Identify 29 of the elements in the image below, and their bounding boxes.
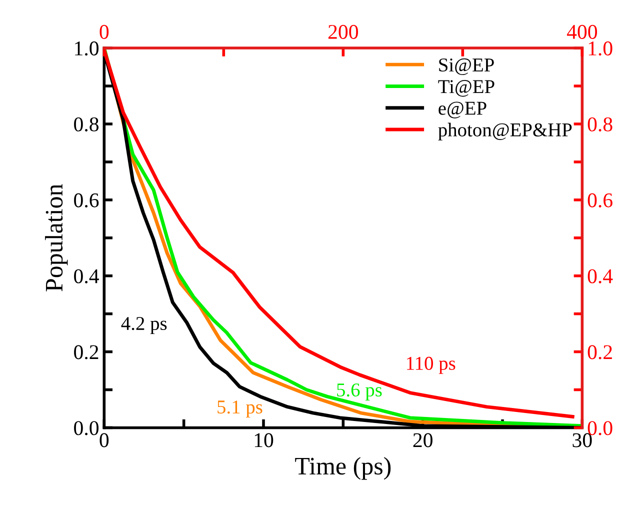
x-tick-label: 30: [572, 433, 592, 448]
x-tick-label: 20: [413, 433, 432, 448]
y2-tick-label: 0.8: [588, 117, 612, 132]
annotation: 4.2 ps: [121, 316, 167, 334]
x2-tick-label: 0: [100, 24, 109, 39]
annotation: 110 ps: [407, 356, 456, 374]
y2-tick-label: 0.6: [588, 193, 612, 208]
x-tick-label: 0: [100, 433, 109, 448]
legend-label: photon@EP&HP: [438, 122, 572, 140]
legend-label: Ti@EP: [438, 80, 494, 97]
y-tick-label: 0.2: [74, 345, 98, 360]
y-tick-label: 0.8: [74, 117, 99, 132]
legend-label: e@EP: [438, 102, 486, 118]
annotation: 5.6 ps: [337, 383, 382, 400]
y-tick-label: 1.0: [75, 41, 99, 56]
y2-tick-label: 1.0: [588, 41, 612, 56]
x-axis-title: Time (ps): [295, 457, 391, 480]
y-tick-label: 0.6: [74, 193, 99, 208]
y-tick-label: 0.4: [74, 269, 99, 284]
x2-tick-label: 200: [328, 24, 358, 39]
y-axis-title: Population: [45, 184, 68, 292]
y2-tick-label: 0.2: [588, 345, 612, 360]
y2-tick-label: 0.0: [588, 421, 612, 436]
x2-tick-label: 400: [566, 24, 598, 39]
legend-label: Si@EP: [439, 58, 494, 76]
y2-tick-label: 0.4: [588, 269, 613, 284]
annotation: 5.1 ps: [218, 400, 262, 418]
x-tick-label: 10: [254, 433, 274, 448]
text: 0.0: [74, 421, 99, 436]
